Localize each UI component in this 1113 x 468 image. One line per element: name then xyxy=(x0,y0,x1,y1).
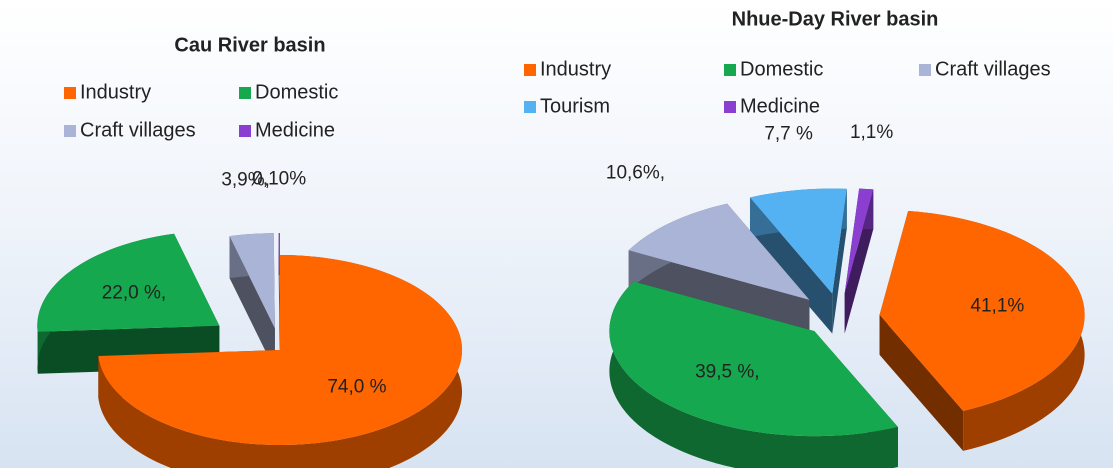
legend-swatch xyxy=(64,87,76,99)
value-label: 3,9%, xyxy=(221,169,270,190)
value-label: 1,1% xyxy=(850,122,893,143)
value-label: 10,6%, xyxy=(606,162,665,183)
slice xyxy=(749,188,847,294)
legend-label: Domestic xyxy=(740,58,823,80)
value-label: 74,0 % xyxy=(327,377,386,398)
legend-swatch xyxy=(64,125,76,137)
legend-label: Industry xyxy=(80,81,151,103)
chart-title: Nhue-Day River basin xyxy=(732,8,939,30)
legend-swatch xyxy=(524,64,536,76)
slice-side xyxy=(609,281,898,468)
value-label: 7,7 % xyxy=(764,123,813,144)
legend-swatch xyxy=(919,64,931,76)
value-label: 41,1% xyxy=(970,295,1024,316)
legend-swatch xyxy=(724,101,736,113)
slice xyxy=(844,188,874,294)
legend-label: Craft villages xyxy=(80,119,196,141)
slice xyxy=(628,203,810,300)
legend-swatch xyxy=(239,87,251,99)
legend-label: Industry xyxy=(540,58,611,80)
slice xyxy=(879,210,1085,411)
legend-label: Medicine xyxy=(255,119,335,141)
legend-label: Tourism xyxy=(540,95,610,117)
value-label: 39,5 %, xyxy=(695,362,759,383)
legend-label: Medicine xyxy=(740,95,820,117)
value-label: 22,0 %, xyxy=(102,282,166,303)
slice xyxy=(98,255,462,445)
chart-title: Cau River basin xyxy=(174,34,325,56)
slice xyxy=(278,233,280,329)
value-label: 0,10% xyxy=(252,168,306,189)
slice xyxy=(37,233,220,332)
legend-swatch xyxy=(239,125,251,137)
slice xyxy=(229,233,275,329)
slice-wall xyxy=(879,314,964,451)
legend-swatch xyxy=(724,64,736,76)
legend-label: Domestic xyxy=(255,81,338,103)
slice xyxy=(609,281,898,437)
legend-label: Craft villages xyxy=(935,58,1051,80)
legend-swatch xyxy=(524,101,536,113)
